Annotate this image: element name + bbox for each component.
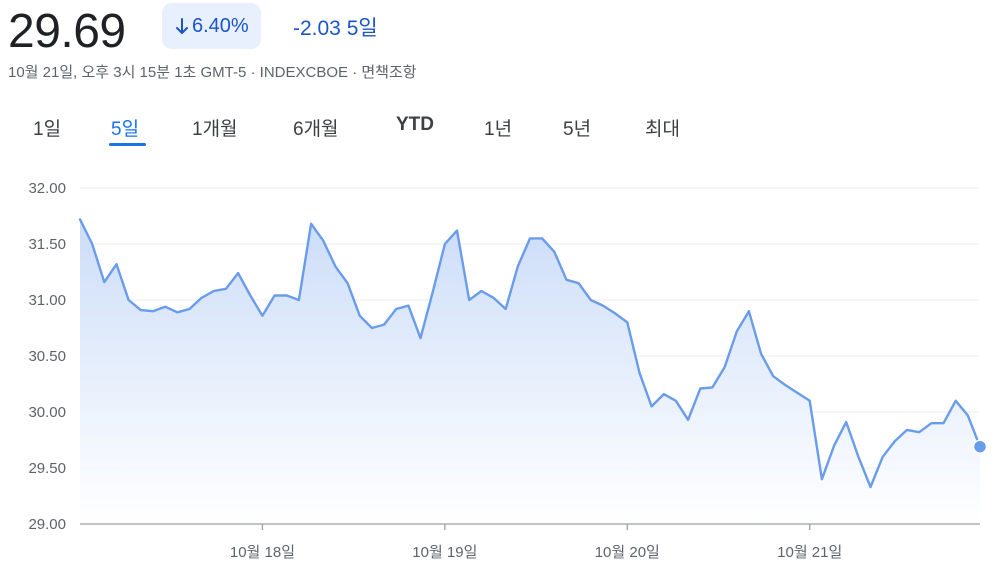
tab-1m[interactable]: 1개월 bbox=[192, 119, 238, 140]
y-tick-label: 30.00 bbox=[28, 404, 66, 421]
last-price-point bbox=[972, 439, 988, 454]
tab-6m[interactable]: 6개월 bbox=[293, 119, 339, 140]
arrow-down-icon bbox=[176, 18, 188, 34]
series-line bbox=[78, 218, 982, 489]
y-tick-label: 32.00 bbox=[28, 180, 66, 197]
tab-1y[interactable]: 1년 bbox=[484, 119, 513, 140]
x-tick-label: 10월 19일 bbox=[412, 544, 477, 561]
tab-ytd[interactable]: YTD bbox=[396, 114, 434, 135]
price-meta-line: 10월 21일, 오후 3시 15분 1초 GMT-5 · INDEXCBOE … bbox=[8, 64, 417, 81]
y-tick-label: 30.50 bbox=[28, 348, 66, 365]
tab-1d[interactable]: 1일 bbox=[33, 119, 62, 140]
tab-max[interactable]: 최대 bbox=[645, 119, 680, 140]
x-tick-label: 10월 18일 bbox=[230, 544, 295, 561]
change-percent-value: 6.40% bbox=[192, 14, 249, 37]
tab-5d[interactable]: 5일 bbox=[111, 119, 140, 140]
x-tick-label: 10월 21일 bbox=[777, 544, 842, 561]
tab-5y[interactable]: 5년 bbox=[563, 119, 592, 140]
y-tick-label: 31.50 bbox=[28, 236, 66, 253]
current-price: 29.69 bbox=[8, 5, 126, 58]
change-absolute: -2.03 5일 bbox=[293, 17, 378, 40]
y-tick-label: 29.00 bbox=[28, 516, 66, 533]
change-percent-badge: 6.40% bbox=[162, 3, 261, 49]
series-area-fill bbox=[80, 219, 980, 524]
y-tick-label: 31.00 bbox=[28, 292, 66, 309]
range-tabs: 1일 5일 1개월 6개월 YTD 1년 5년 최대 bbox=[0, 108, 995, 148]
y-tick-label: 29.50 bbox=[28, 460, 66, 477]
active-tab-indicator bbox=[109, 143, 146, 146]
x-tick-label: 10월 20일 bbox=[595, 544, 660, 561]
